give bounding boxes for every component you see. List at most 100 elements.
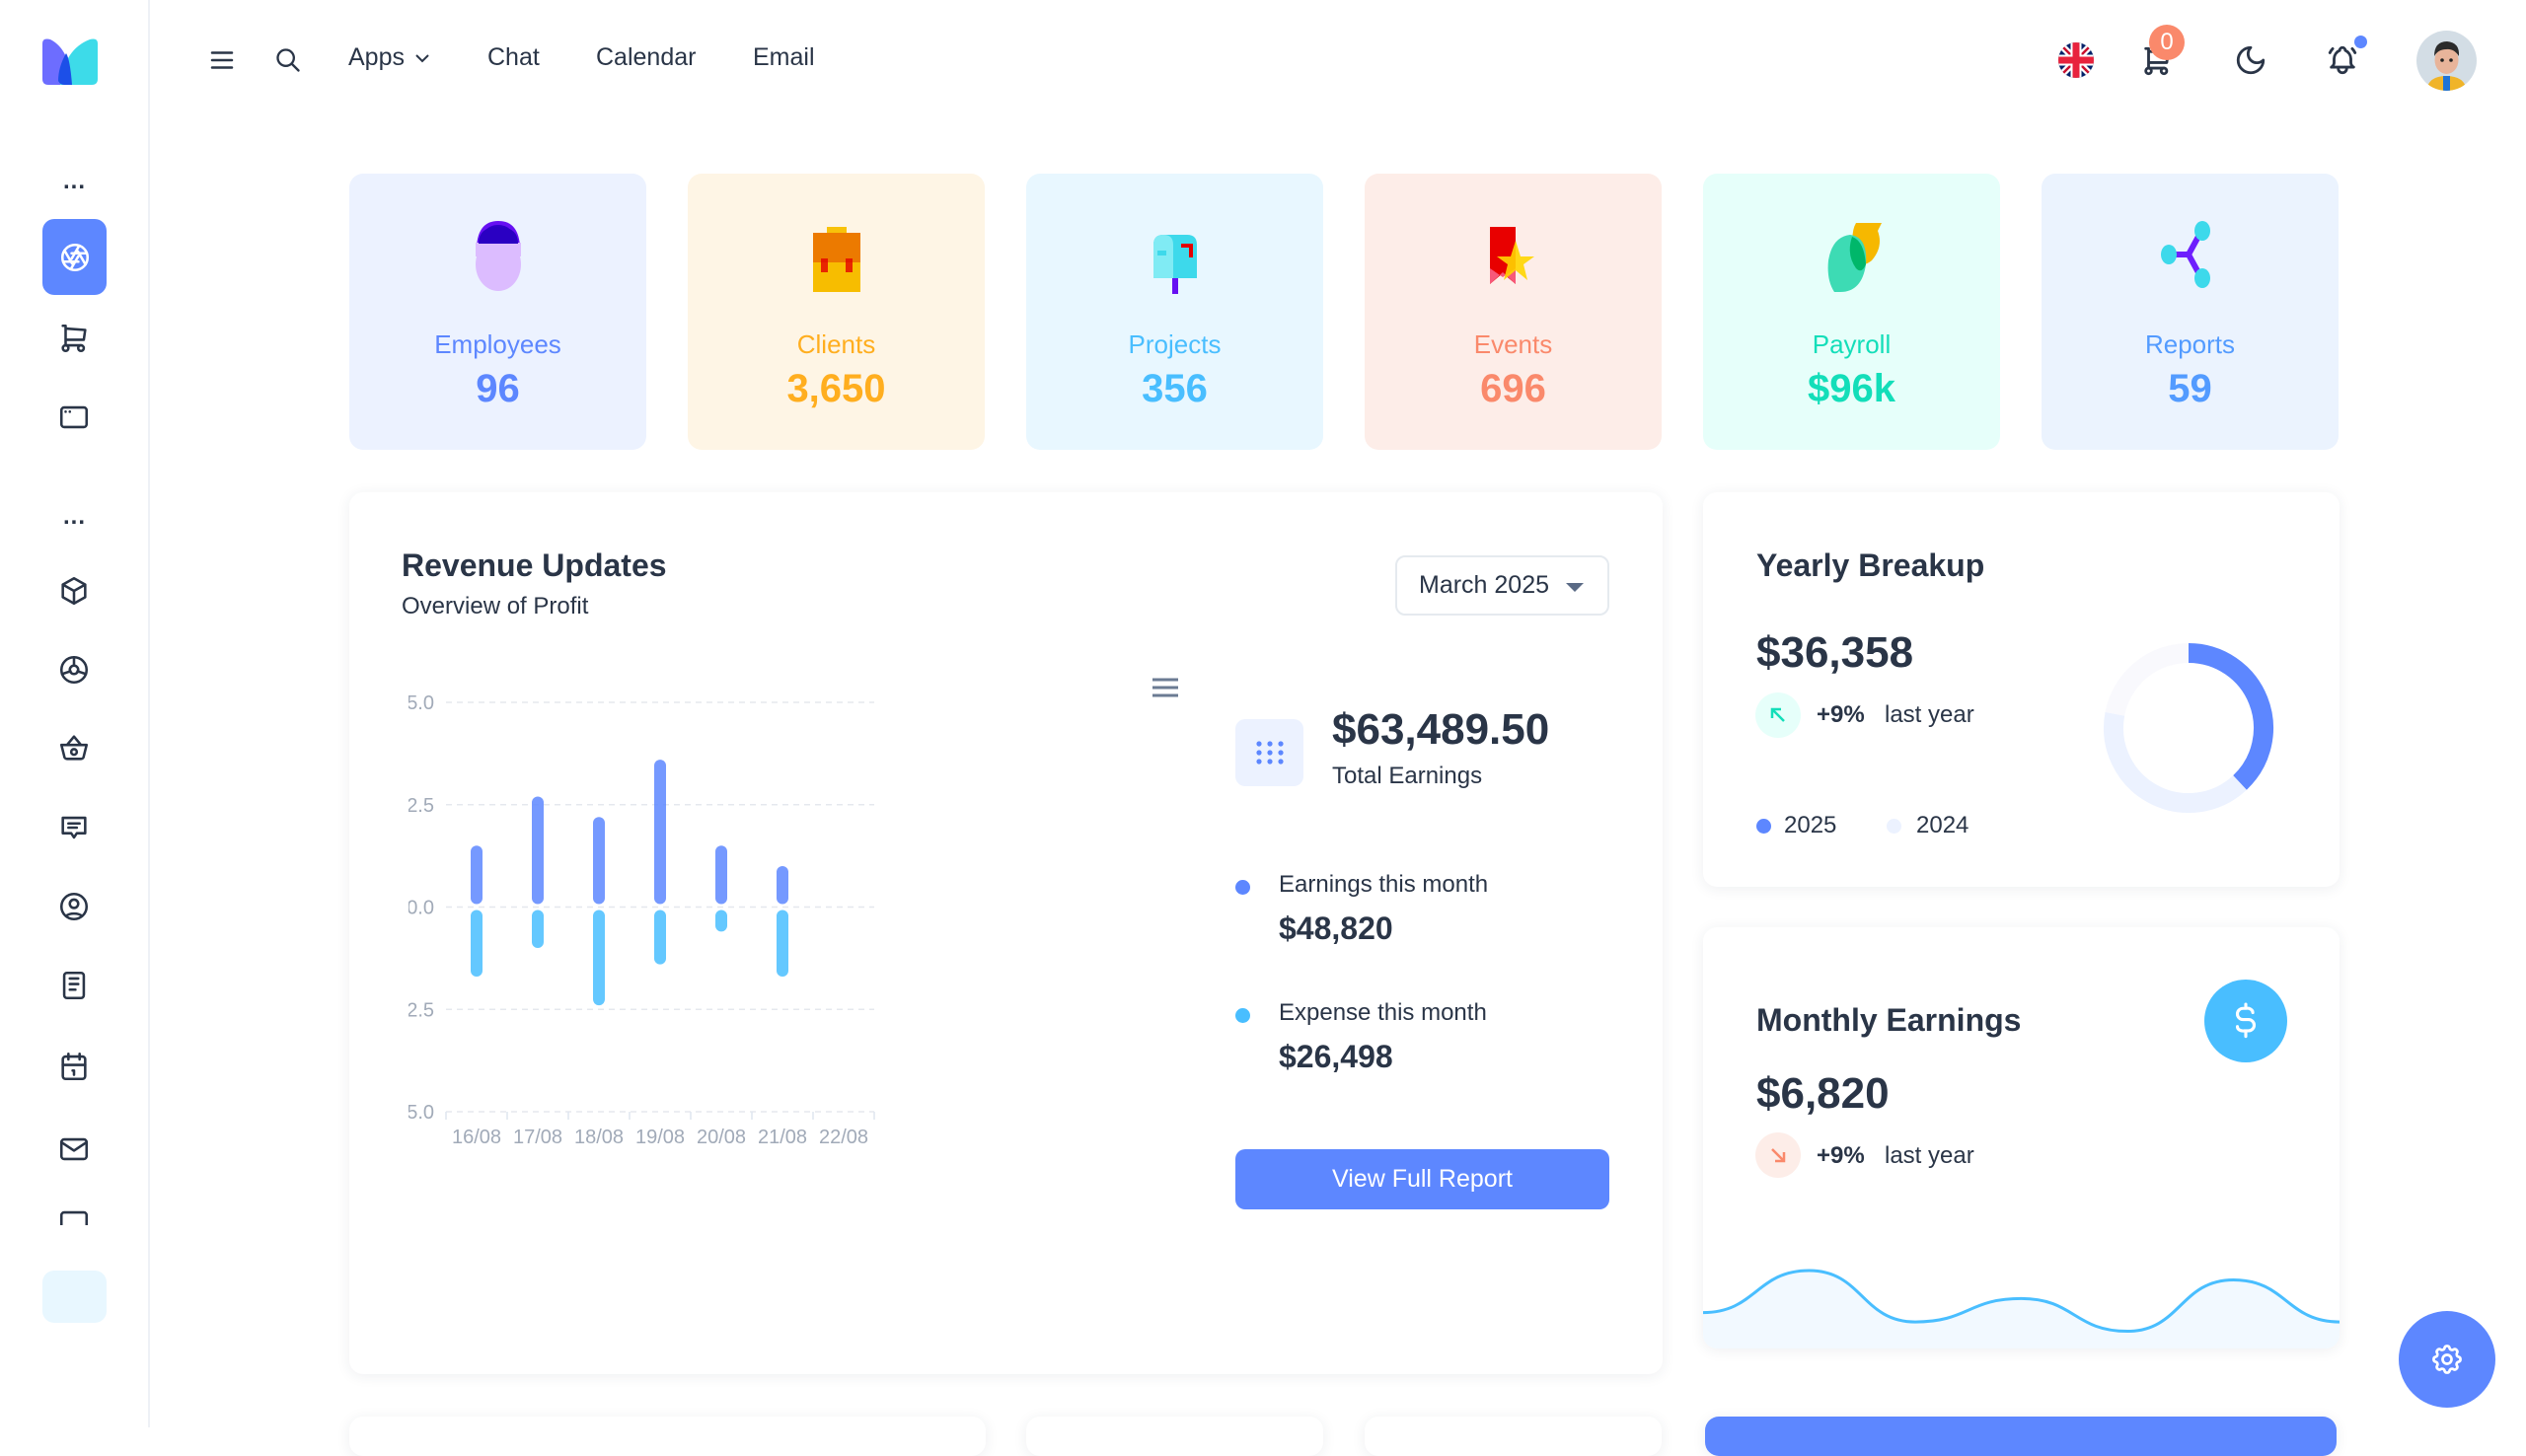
logo[interactable] — [40, 37, 100, 85]
section-dots: ... — [63, 503, 87, 530]
moon-icon — [2236, 45, 2266, 75]
card-title: Monthly Earnings — [1756, 1002, 2022, 1038]
expense-value: $26,498 — [1279, 1039, 1393, 1074]
bell-icon — [2328, 45, 2357, 75]
stat-value: 696 — [1480, 367, 1546, 410]
calendar-icon — [61, 1052, 87, 1081]
bar — [471, 910, 483, 978]
view-full-report-button[interactable]: View Full Report — [1235, 1149, 1609, 1209]
card-title: Revenue Updates — [402, 547, 667, 583]
menu-icon — [210, 51, 234, 69]
menu-icon — [1152, 678, 1178, 697]
dollar-icon — [2235, 1002, 2256, 1039]
stat-label: Events — [1473, 329, 1553, 359]
chart-menu-button[interactable] — [1151, 676, 1180, 699]
earnings-dot — [1235, 880, 1250, 895]
dollar-badge — [2204, 980, 2287, 1062]
stat-card-payroll[interactable]: Payroll $96k — [1703, 174, 2000, 450]
yearly-change: +9% — [1817, 701, 1865, 728]
expense-label: Expense this month — [1279, 999, 1487, 1026]
y-tick-label: 0.0 — [409, 898, 434, 919]
yearly-donut-chart — [2104, 643, 2273, 813]
sidebar-item-basket[interactable] — [50, 724, 98, 771]
donut-slice — [2105, 643, 2190, 716]
earnings-value: $48,820 — [1279, 910, 1393, 946]
legend-dot-2025 — [1756, 819, 1771, 834]
settings-fab[interactable] — [2399, 1311, 2495, 1408]
aperture-icon — [60, 243, 89, 271]
sidebar-item-cart[interactable] — [50, 315, 98, 362]
nav-apps[interactable]: Apps — [348, 43, 432, 72]
sidebar-item-notes[interactable] — [50, 962, 98, 1009]
bar — [654, 910, 666, 965]
search-button[interactable] — [272, 44, 304, 76]
stat-card-events[interactable]: Events 696 — [1365, 174, 1662, 450]
stat-card-projects[interactable]: Projects 356 — [1026, 174, 1323, 450]
sidebar-item-chart[interactable] — [50, 646, 98, 693]
monthly-earnings-sparkline — [1703, 1269, 2340, 1348]
bottom-card — [1026, 1417, 1323, 1456]
bottom-card — [1365, 1417, 1662, 1456]
total-earnings-icon-box — [1235, 719, 1303, 786]
avatar[interactable] — [2416, 31, 2477, 91]
sidebar-item-box[interactable] — [50, 567, 98, 615]
sidebar-item-window[interactable] — [50, 394, 98, 441]
stat-card-clients[interactable]: Clients 3,650 — [688, 174, 985, 450]
theme-toggle-button[interactable] — [2233, 42, 2268, 78]
sidebar-item-calendar[interactable] — [50, 1043, 98, 1090]
stat-label: Employees — [434, 329, 561, 359]
message-icon — [61, 816, 87, 839]
legend-2025: 2025 — [1784, 812, 1837, 838]
sidebar-item-chat[interactable] — [50, 804, 98, 851]
nav-chat[interactable]: Chat — [487, 43, 540, 71]
nav-calendar[interactable]: Calendar — [596, 43, 697, 71]
period-select[interactable]: March 2025 — [1395, 555, 1609, 616]
language-button[interactable] — [2058, 42, 2094, 78]
sidebar-item-dashboard[interactable] — [42, 219, 107, 295]
stat-card-reports[interactable]: Reports 59 — [2042, 174, 2339, 450]
stat-value: 356 — [1142, 367, 1208, 410]
bar — [654, 760, 666, 905]
revenue-bar-chart: 5.0 2.5 0.0 -2.5 -5.0 16/08 17/08 18/08 19/08 20/… — [409, 692, 875, 1148]
mailbox-icon — [1153, 235, 1197, 294]
stat-card-employees[interactable]: Employees 96 — [349, 174, 646, 450]
sidebar-profile-box[interactable] — [42, 1271, 107, 1323]
x-tick-label: 20/08 — [697, 1127, 746, 1148]
notification-dot — [2354, 36, 2367, 48]
legend-dot-2024 — [1887, 819, 1901, 834]
earnings-label: Earnings this month — [1279, 871, 1489, 898]
y-tick-label: -2.5 — [409, 999, 434, 1021]
donut-slice — [2188, 643, 2273, 790]
stat-label: Clients — [796, 329, 876, 359]
share-nodes-icon — [2161, 221, 2210, 288]
card-subtitle: Overview of Profit — [402, 593, 589, 619]
grid-dots-icon — [1255, 741, 1284, 764]
chat-bubbles-icon — [1827, 223, 1882, 292]
yearly-change-label: last year — [1885, 701, 1974, 728]
notifications-button[interactable] — [2325, 42, 2360, 78]
sparkline-line — [1703, 1269, 2340, 1334]
sidebar-item-mail[interactable] — [50, 1126, 98, 1173]
nav-email[interactable]: Email — [753, 43, 815, 71]
stat-label: Payroll — [1812, 329, 1892, 359]
cart-count-badge: 0 — [2149, 25, 2185, 60]
x-tick-label: 18/08 — [574, 1127, 624, 1148]
bar — [532, 796, 544, 905]
bottom-card-highlight — [1705, 1417, 2337, 1456]
card-title: Yearly Breakup — [1756, 547, 1985, 583]
sidebar-item-more[interactable] — [50, 1205, 98, 1225]
trend-up-badge — [1755, 692, 1801, 738]
bar — [593, 817, 605, 905]
caret-down-icon — [1566, 583, 1584, 592]
total-earnings-label: Total Earnings — [1332, 763, 1483, 789]
monthly-change: +9% — [1817, 1142, 1865, 1169]
bar — [593, 910, 605, 1006]
stat-value: 96 — [476, 367, 520, 410]
employee-icon — [476, 221, 521, 291]
user-circle-icon — [59, 892, 89, 921]
sidebar-item-user[interactable] — [50, 883, 98, 930]
menu-toggle-button[interactable] — [205, 43, 239, 77]
chevron-down-icon — [415, 54, 429, 63]
bar — [715, 845, 727, 905]
x-tick-label: 22/08 — [819, 1127, 868, 1148]
